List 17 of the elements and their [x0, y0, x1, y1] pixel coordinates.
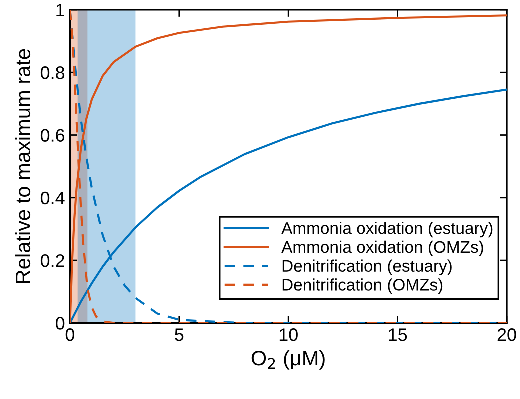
x-axis-title: O$_{2}$ (μM) [252, 350, 325, 370]
legend-label: Denitrification (estuary) [282, 260, 452, 276]
y-tick-label: 0 [56, 317, 65, 330]
y-tick-label: 0.4 [40, 192, 65, 205]
y-tick-label: 0.6 [40, 129, 65, 142]
legend-label: Ammonia oxidation (estuary) [282, 222, 493, 238]
legend-label: Denitrification (OMZs) [282, 278, 443, 294]
y-tick-label: 0.8 [40, 66, 65, 80]
y-tick-label: 1 [56, 4, 64, 17]
y-axis-title: Relative to maximum rate [15, 49, 31, 283]
x-tick-label: 5 [175, 328, 184, 342]
legend-label: Ammonia oxidation (OMZs) [282, 240, 484, 256]
x-tick-label: 20 [498, 328, 516, 342]
x-tick-label: 15 [389, 328, 408, 342]
x-tick-label: 0 [66, 328, 75, 342]
x-tick-label: 10 [280, 328, 298, 342]
y-tick-label: 0.2 [40, 254, 64, 268]
